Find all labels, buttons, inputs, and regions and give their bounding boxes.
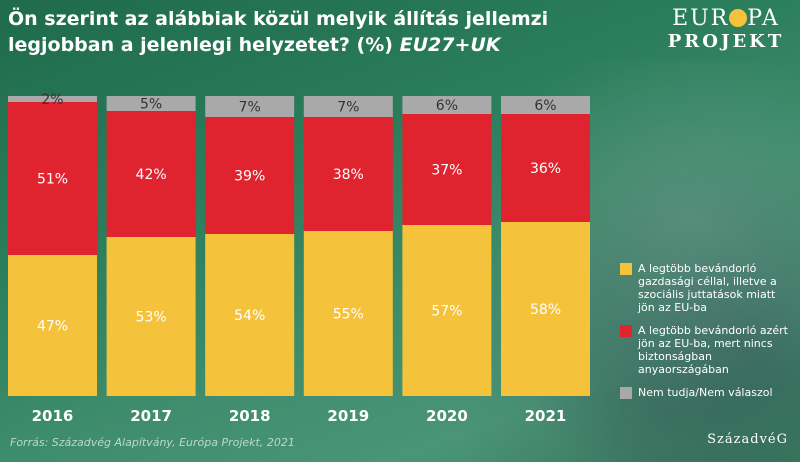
bar-segment-2017-3 <box>106 96 196 111</box>
bar-segment-2019-2 <box>303 117 393 231</box>
bar-segment-2018-3 <box>205 96 295 117</box>
x-tick-label-2016: 2016 <box>32 407 74 425</box>
bar-segment-2020-3 <box>402 96 492 114</box>
x-tick-label-2021: 2021 <box>525 407 567 425</box>
legend-swatch-1 <box>620 263 632 275</box>
legend-item-1: A legtöbb bevándorló gazdasági céllal, i… <box>620 262 790 314</box>
bar-segment-2020-1 <box>402 225 492 396</box>
bar-segment-2021-3 <box>501 96 590 114</box>
background-crowd-photo <box>430 60 800 462</box>
data-label-2020-3: 6% <box>436 98 458 114</box>
x-tick-label-2018: 2018 <box>229 407 271 425</box>
bar-segment-2016-2 <box>8 102 97 255</box>
legend-label-2: A legtöbb bevándorló azért jön az EU-ba,… <box>638 324 788 376</box>
legend-item-2: A legtöbb bevándorló azért jön az EU-ba,… <box>620 324 790 376</box>
x-tick-label-2017: 2017 <box>130 407 172 425</box>
title-region: EU27+UK <box>399 34 501 56</box>
bar-segment-2016-3 <box>8 96 97 102</box>
data-label-2019-1: 55% <box>333 307 364 323</box>
logo-text-a: EUR <box>672 6 730 31</box>
data-label-2016-2: 51% <box>37 172 68 188</box>
title-main: Ön szerint az alábbiak közül melyik állí… <box>8 8 549 56</box>
data-label-2021-1: 58% <box>530 302 561 318</box>
legend-item-3: Nem tudja/Nem válaszol <box>620 386 790 399</box>
logo-map-icon <box>729 9 748 27</box>
data-label-2018-1: 54% <box>234 308 265 324</box>
data-label-2016-3: 2% <box>41 92 63 108</box>
data-label-2019-3: 7% <box>337 100 359 116</box>
data-label-2017-3: 5% <box>140 97 162 113</box>
logo-text-b: PA <box>747 6 780 31</box>
x-tick-label-2019: 2019 <box>327 407 369 425</box>
legend-label-3: Nem tudja/Nem válaszol <box>638 386 773 399</box>
data-label-2021-2: 36% <box>530 161 561 177</box>
data-label-2017-2: 42% <box>136 167 167 183</box>
bar-segment-2018-1 <box>205 234 295 396</box>
x-tick-label-2020: 2020 <box>426 407 468 425</box>
logo-text-projekt: PROJEKT <box>667 31 785 52</box>
data-label-2016-1: 47% <box>37 319 68 335</box>
bar-segment-2017-1 <box>106 237 196 396</box>
data-label-2018-3: 7% <box>239 100 261 116</box>
bar-segment-2017-2 <box>106 111 196 237</box>
legend-swatch-2 <box>620 325 632 337</box>
bar-segment-2021-1 <box>501 222 590 396</box>
data-label-2020-1: 57% <box>431 304 462 320</box>
data-label-2017-1: 53% <box>136 310 167 326</box>
bar-segment-2019-3 <box>303 96 393 117</box>
data-label-2021-3: 6% <box>534 98 556 114</box>
bar-segment-2021-2 <box>501 114 590 222</box>
bar-segment-2019-1 <box>303 231 393 396</box>
legend-label-1: A legtöbb bevándorló gazdasági céllal, i… <box>638 262 777 314</box>
source-note: Forrás: Századvég Alapítvány, Európa Pro… <box>10 436 295 449</box>
europa-projekt-logo: EUR PA PROJEKT <box>666 6 786 52</box>
bar-segment-2020-2 <box>402 114 492 225</box>
chart-legend: A legtöbb bevándorló gazdasági céllal, i… <box>620 262 790 409</box>
bar-segment-2016-1 <box>8 255 97 396</box>
data-label-2020-2: 37% <box>431 163 462 179</box>
legend-swatch-3 <box>620 387 632 399</box>
szazadveg-brand: SzázadvéG <box>707 432 788 447</box>
data-label-2019-2: 38% <box>333 167 364 183</box>
chart-title: Ön szerint az alábbiak közül melyik állí… <box>8 6 608 58</box>
bar-segment-2018-2 <box>205 117 295 234</box>
data-label-2018-2: 39% <box>234 169 265 185</box>
